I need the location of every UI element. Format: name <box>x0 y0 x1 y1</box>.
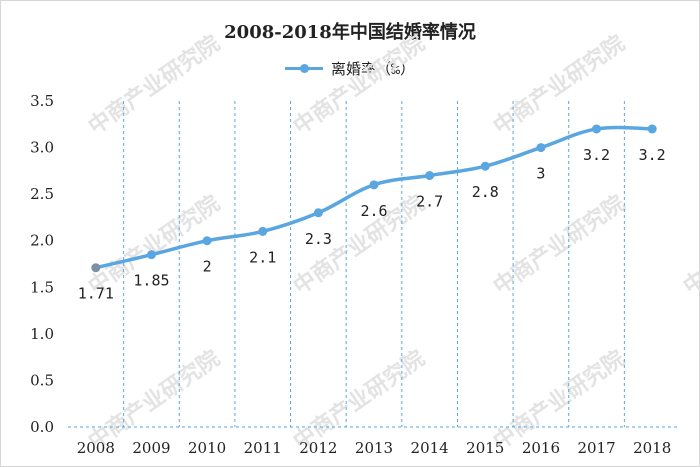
data-label-layer: 1.71 1.85 2 2.1 2.3 2.6 2.7 2.8 3 3.2 3.2 <box>78 146 666 303</box>
data-label: 3.2 <box>639 146 666 164</box>
data-point <box>313 208 323 218</box>
x-tick-label: 2009 <box>132 439 170 457</box>
data-label: 2 <box>203 258 212 276</box>
data-point <box>480 161 490 171</box>
data-point <box>369 180 379 190</box>
x-tick-label: 2016 <box>522 439 560 457</box>
y-tick-label: 3.0 <box>30 139 54 157</box>
grid-layer <box>68 101 680 428</box>
y-tick-label: 3.5 <box>30 92 54 110</box>
data-label: 2.3 <box>305 230 332 248</box>
series-layer <box>91 124 657 273</box>
y-tick-label: 2.0 <box>30 232 54 250</box>
legend-label: 离婚率（‰） <box>330 60 416 78</box>
x-tick-label: 2012 <box>299 439 337 457</box>
data-point <box>202 236 212 246</box>
data-point <box>91 263 101 273</box>
legend-marker <box>284 64 323 73</box>
watermark-text: 中商产业研究院 <box>289 30 430 140</box>
data-label: 3 <box>536 165 545 183</box>
x-tick-label: 2010 <box>188 439 226 457</box>
data-label: 3.2 <box>583 146 610 164</box>
y-tick-label: 0.0 <box>30 418 54 436</box>
chart-legend: 离婚率（‰） <box>0 58 700 79</box>
y-tick-label: 1.5 <box>30 278 54 296</box>
x-tick-label: 2015 <box>466 439 504 457</box>
data-point <box>425 171 435 181</box>
data-label: 2.6 <box>360 202 387 220</box>
data-point <box>592 124 602 134</box>
watermark-text: 中商产业研究院 <box>489 190 630 300</box>
y-tick-label: 1.0 <box>30 325 54 343</box>
data-label: 1.71 <box>78 285 114 303</box>
data-point <box>258 226 268 236</box>
x-tick-label: 2017 <box>577 439 615 457</box>
watermark-text: 中商产业研究院 <box>679 190 700 300</box>
data-point <box>536 143 546 153</box>
x-tick-label: 2011 <box>244 439 282 457</box>
x-tick-label: 2014 <box>411 439 449 457</box>
watermark-text: 中商产业研究院 <box>84 30 225 140</box>
watermark-text: 中商产业研究院 <box>489 30 630 140</box>
y-tick-label: 2.5 <box>30 185 54 203</box>
data-point <box>146 250 156 260</box>
data-label: 1.85 <box>133 272 169 290</box>
x-tick-label: 2008 <box>77 439 115 457</box>
axes-layer: 0.0 0.5 1.0 1.5 2.0 2.5 3.0 3.5 2008 2009 2010 2011… <box>30 92 671 457</box>
data-label: 2.8 <box>472 183 499 201</box>
data-label: 2.7 <box>416 193 443 211</box>
chart-title: 2008-2018年中国结婚率情况 <box>224 22 476 43</box>
x-tick-label: 2018 <box>633 439 671 457</box>
data-label: 2.1 <box>249 248 276 266</box>
y-tick-label: 0.5 <box>30 371 54 389</box>
x-tick-label: 2013 <box>355 439 393 457</box>
data-point <box>647 124 657 134</box>
